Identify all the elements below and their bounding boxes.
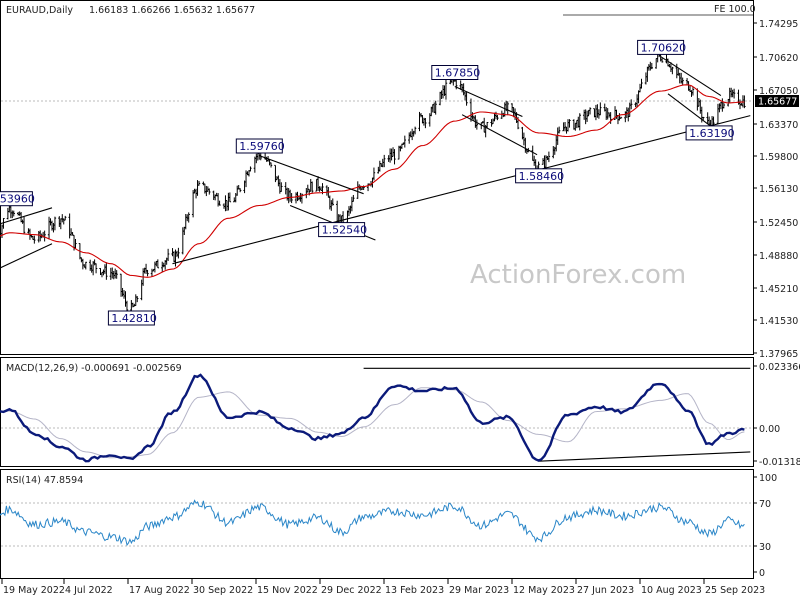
rsi-title: RSI(14) 47.8594 [6,475,83,486]
date-tick: 19 May 2022 [3,585,65,596]
price-tick: 1.45210 [759,284,798,295]
date-tick: 29 Dec 2022 [321,585,382,596]
rsi-tick: 0 [759,568,765,579]
price-annotation: 1.70620 [638,40,687,54]
macd-tick: 0.00 [759,424,780,435]
macd-axis: 0.023366 0.00 -0.013186 [753,362,800,468]
date-tick: 12 May 2023 [513,585,575,596]
svg-text:1.63190: 1.63190 [689,127,735,140]
date-tick: 15 Nov 2022 [257,585,318,596]
price-tick: 1.37965 [759,349,798,360]
date-tick: 10 Aug 2023 [641,585,702,596]
price-annotation: 1.59760 [236,139,284,153]
svg-text:1.42810: 1.42810 [111,312,156,325]
price-axis: 1.74295 1.70620 1.67050 1.63370 1.59800 … [753,19,798,360]
macd-tick: 0.023366 [759,362,800,373]
svg-text:1.52540: 1.52540 [322,224,368,237]
rsi-axis: 100 70 30 0 [753,473,777,579]
price-annotation: 1.52540 [319,223,368,237]
watermark: ActionForex.com [470,260,686,290]
chart-ohlc: 1.66183 1.66266 1.65632 1.65677 [89,5,255,16]
price-tick: 1.70620 [759,53,798,64]
fe-label: FE 100.0 [714,4,756,15]
price-annotation: 1.42810 [108,311,156,325]
rsi-tick: 100 [759,473,777,484]
current-price-text: 1.65677 [758,97,797,108]
price-tick: 1.52450 [759,218,798,229]
date-tick: 27 Jun 2023 [577,585,634,596]
price-tick: 1.74295 [759,19,798,30]
price-tick: 1.41530 [759,316,798,327]
svg-text:1.70620: 1.70620 [641,41,687,54]
date-tick: 17 Aug 2022 [129,585,190,596]
price-tick: 1.59800 [759,152,798,163]
price-tick: 1.56130 [759,184,798,195]
date-axis: 19 May 2022 4 Jul 2022 17 Aug 2022 30 Se… [2,579,765,596]
price-annotation: 1.67850 [432,66,481,80]
price-tick: 1.48880 [759,251,798,262]
chart-title: EURAUD,Daily [6,5,73,16]
date-tick: 25 Sep 2023 [705,585,765,596]
macd-tick: -0.013186 [759,457,800,468]
svg-text:1.67850: 1.67850 [435,67,481,80]
price-annotation: 1.53960 [0,192,35,206]
date-tick: 4 Jul 2022 [65,585,113,596]
rsi-tick: 30 [759,542,771,553]
svg-text:1.53960: 1.53960 [0,193,35,206]
svg-text:1.58460: 1.58460 [519,170,565,183]
macd-title: MACD(12,26,9) -0.000691 -0.002569 [6,363,182,374]
date-tick: 30 Sep 2022 [193,585,253,596]
date-tick: 13 Feb 2023 [385,585,444,596]
svg-text:1.59760: 1.59760 [239,140,284,153]
date-tick: 29 Mar 2023 [449,585,509,596]
price-annotation: 1.63190 [686,126,735,140]
rsi-panel [1,470,754,579]
price-annotation: 1.58460 [516,169,565,183]
price-tick: 1.63370 [759,120,798,131]
rsi-tick: 70 [759,499,771,510]
